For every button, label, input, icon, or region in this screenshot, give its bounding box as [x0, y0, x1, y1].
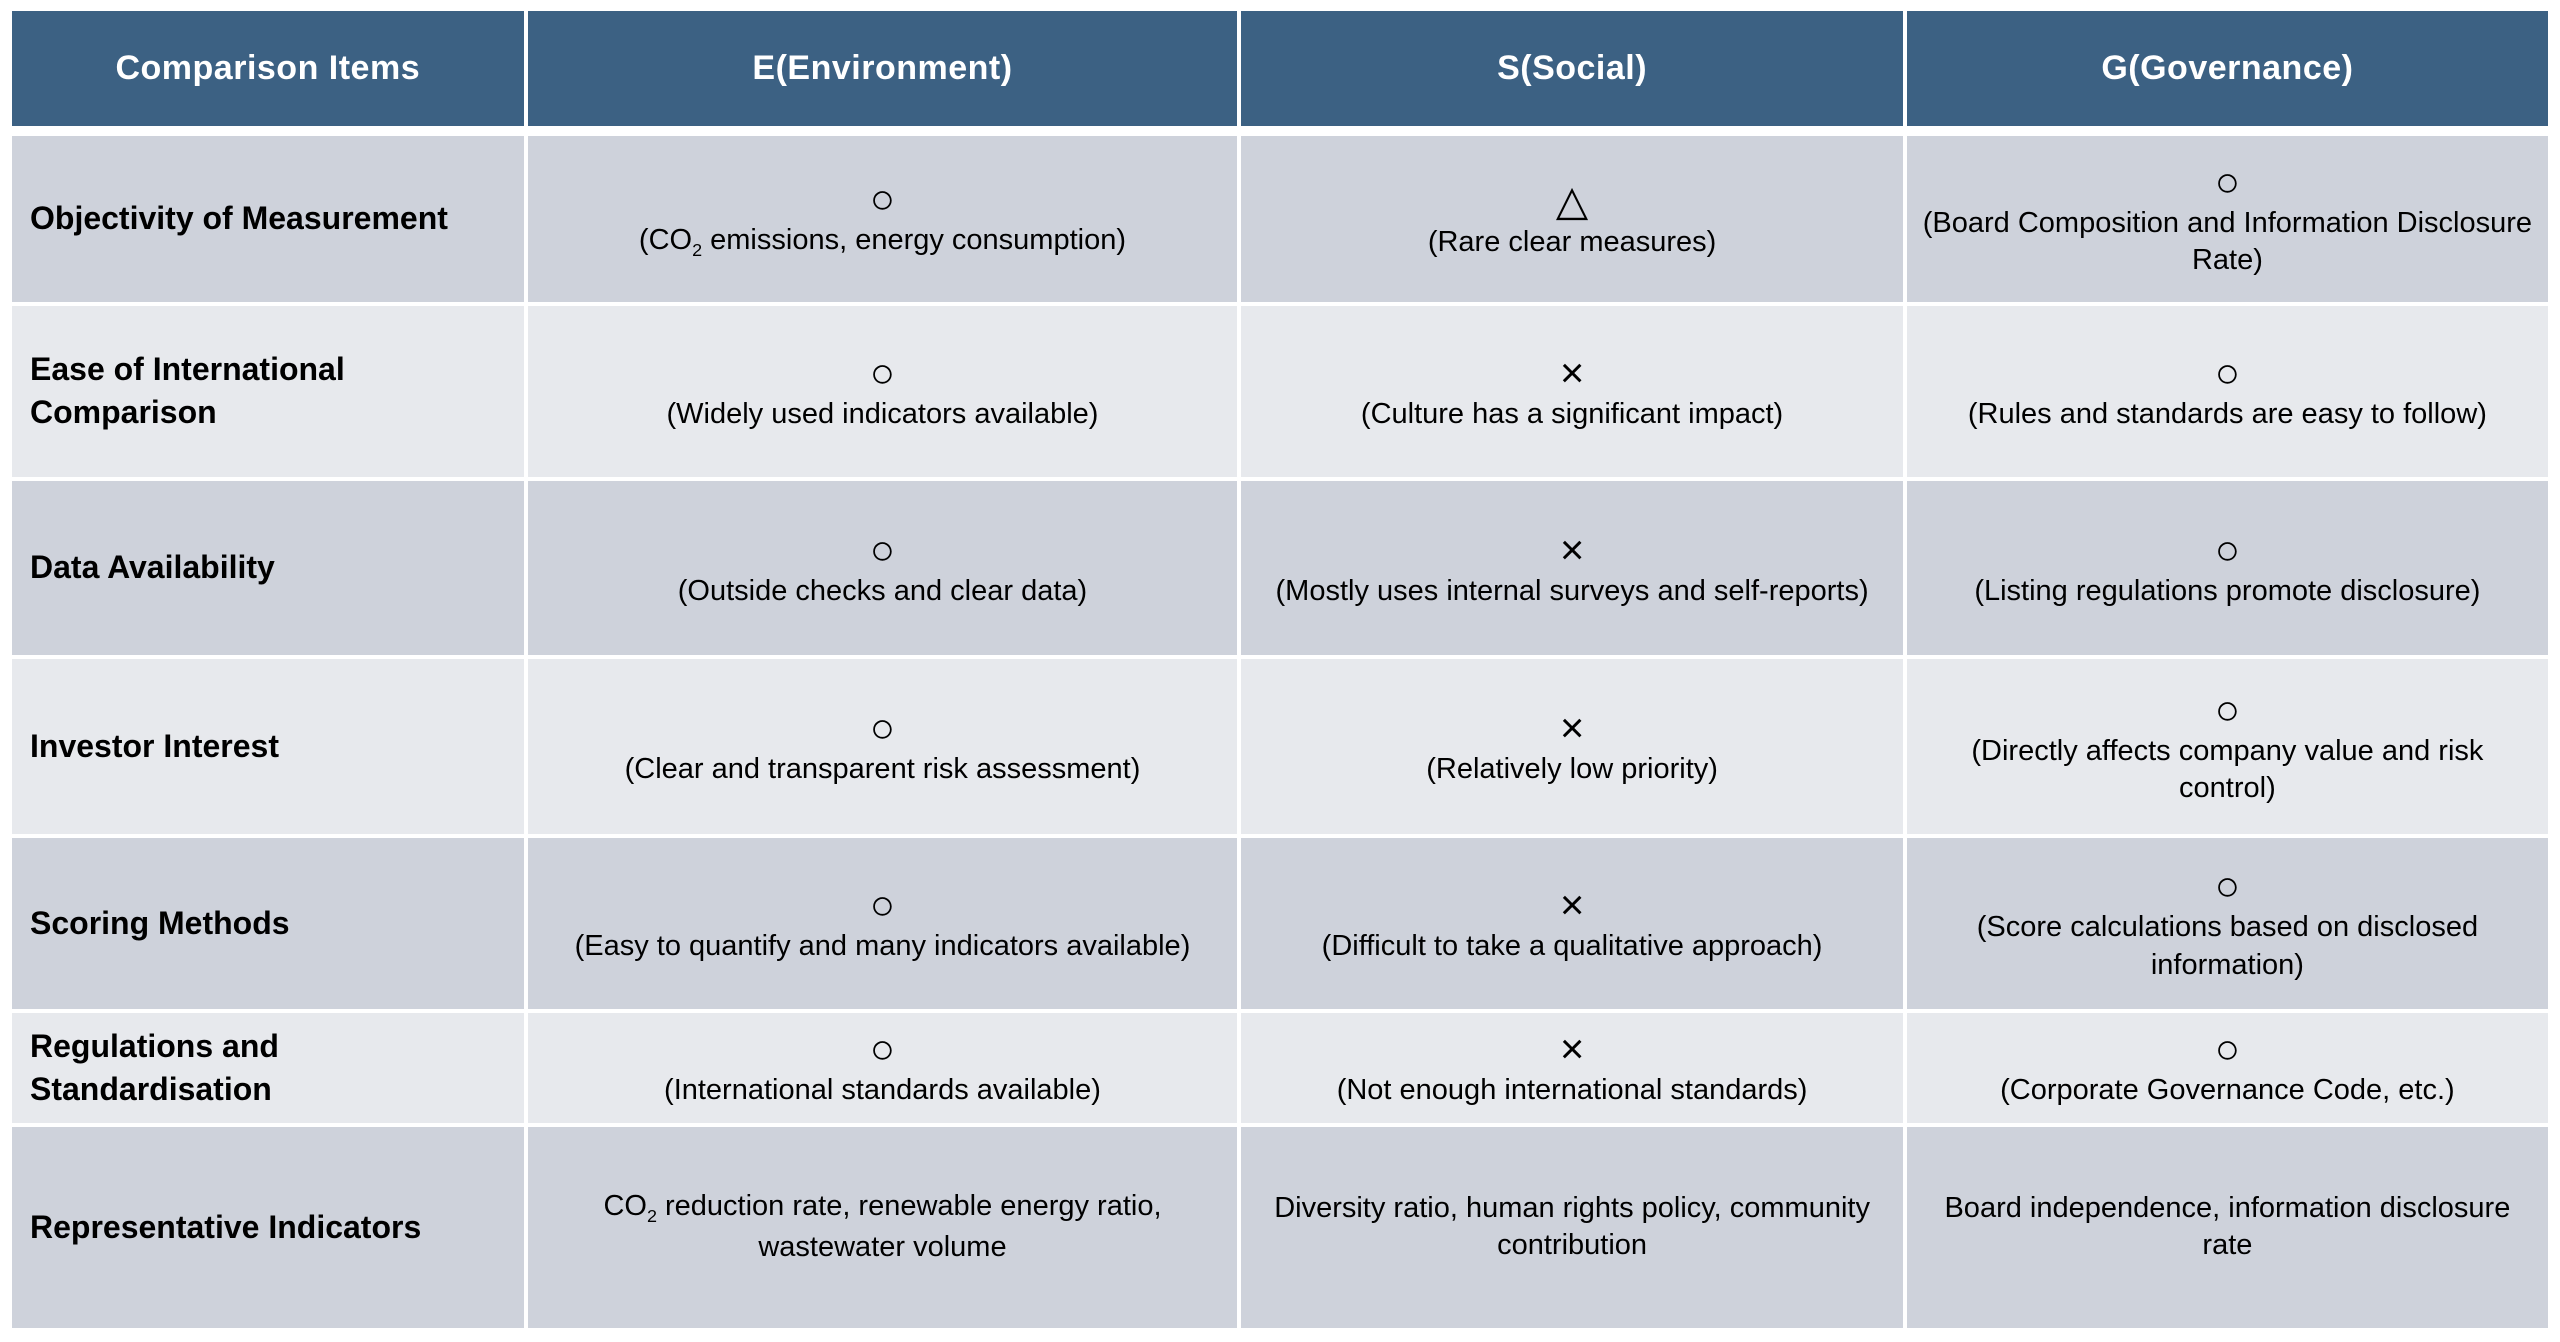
header-governance: G(Governance) — [1902, 7, 2553, 136]
cell-environment: ○ (International standards available) — [523, 1008, 1242, 1127]
cell-text: Board independence, information disclosu… — [1944, 1191, 2511, 1262]
row-label: Regulations and Standardisation — [8, 1008, 528, 1127]
cell-text: (Outside checks and clear data) — [677, 574, 1088, 607]
table-header-row: Comparison Items E(Environment) S(Social… — [8, 7, 2553, 136]
cell-governance: Board independence, information disclosu… — [1902, 1122, 2553, 1333]
cell-social: × (Relatively low priority) — [1237, 655, 1907, 839]
cell-governance: ○ (Rules and standards are easy to follo… — [1902, 301, 2553, 481]
circle-symbol: ○ — [2214, 862, 2241, 910]
circle-symbol: ○ — [2214, 525, 2241, 573]
cell-environment: ○ (Outside checks and clear data) — [523, 476, 1242, 660]
cell-governance: ○ (Score calculations based on disclosed… — [1902, 834, 2553, 1013]
header-social: S(Social) — [1237, 7, 1907, 136]
cell-text: (Directly affects company value and risk… — [1971, 734, 2484, 805]
circle-symbol: ○ — [869, 348, 896, 396]
cell-environment: CO2 reduction rate, renewable energy rat… — [523, 1122, 1242, 1333]
cell-text: (Corporate Governance Code, etc.) — [2000, 1074, 2455, 1107]
cell-governance: ○ (Listing regulations promote disclosur… — [1902, 476, 2553, 660]
cross-symbol: × — [1559, 1025, 1585, 1073]
row-label: Objectivity of Measurement — [8, 129, 528, 306]
circle-symbol: ○ — [869, 525, 896, 573]
cell-text: (International standards available) — [664, 1074, 1101, 1107]
header-environment: E(Environment) — [523, 7, 1242, 136]
table-row: Objectivity of Measurement ○ (CO2 emissi… — [8, 129, 2553, 306]
cell-text: (Not enough international standards) — [1336, 1074, 1808, 1107]
circle-symbol: ○ — [869, 1025, 896, 1073]
cross-symbol: × — [1559, 881, 1585, 929]
cell-environment: ○ (CO2 emissions, energy consumption) — [523, 129, 1242, 306]
cell-text: (CO2 emissions, energy consumption) — [638, 224, 1127, 261]
cell-governance: ○ (Corporate Governance Code, etc.) — [1902, 1008, 2553, 1127]
cell-text: (Widely used indicators available) — [666, 397, 1099, 430]
circle-symbol: ○ — [2214, 157, 2241, 205]
cell-environment: ○ (Clear and transparent risk assessment… — [523, 655, 1242, 839]
cell-text: CO2 reduction rate, renewable energy rat… — [603, 1190, 1162, 1263]
cell-social: △ (Rare clear measures) — [1237, 129, 1907, 306]
cross-symbol: × — [1559, 525, 1585, 573]
cell-environment: ○ (Easy to quantify and many indicators … — [523, 834, 1242, 1013]
row-label: Investor Interest — [8, 655, 528, 839]
cell-text: (Easy to quantify and many indicators av… — [574, 930, 1191, 963]
circle-symbol: ○ — [869, 881, 896, 929]
cell-governance: ○ (Directly affects company value and ri… — [1902, 655, 2553, 839]
circle-symbol: ○ — [2214, 685, 2241, 733]
cross-symbol: × — [1559, 348, 1585, 396]
table-row: Representative Indicators CO2 reduction … — [8, 1122, 2553, 1333]
circle-symbol: ○ — [869, 704, 896, 752]
cell-text: (Score calculations based on disclosed i… — [1976, 911, 2479, 982]
cell-social: × (Culture has a significant impact) — [1237, 301, 1907, 481]
cell-text: (Listing regulations promote disclosure) — [1974, 574, 2481, 607]
cell-text: (Difficult to take a qualitative approac… — [1321, 930, 1823, 963]
cross-symbol: × — [1559, 704, 1585, 752]
cell-text: (Rules and standards are easy to follow) — [1967, 397, 2487, 430]
cell-text: (Relatively low priority) — [1426, 753, 1718, 786]
row-label: Ease of International Comparison — [8, 301, 528, 481]
cell-social: Diversity ratio, human rights policy, co… — [1237, 1122, 1907, 1333]
cell-social: × (Mostly uses internal surveys and self… — [1237, 476, 1907, 660]
circle-symbol: ○ — [2214, 348, 2241, 396]
row-label: Scoring Methods — [8, 834, 528, 1013]
circle-symbol: ○ — [869, 175, 896, 223]
table-row: Data Availability ○ (Outside checks and … — [8, 476, 2553, 660]
table-row: Regulations and Standardisation ○ (Inter… — [8, 1008, 2553, 1127]
circle-symbol: ○ — [2214, 1025, 2241, 1073]
cell-text: (Clear and transparent risk assessment) — [624, 753, 1141, 786]
table-row: Scoring Methods ○ (Easy to quantify and … — [8, 834, 2553, 1013]
table-row: Investor Interest ○ (Clear and transpare… — [8, 655, 2553, 839]
cell-environment: ○ (Widely used indicators available) — [523, 301, 1242, 481]
header-comparison-items: Comparison Items — [8, 7, 528, 136]
cell-text: (Board Composition and Information Discl… — [1922, 206, 2533, 277]
cell-text: (Culture has a significant impact) — [1360, 397, 1784, 430]
row-label: Data Availability — [8, 476, 528, 660]
cell-governance: ○ (Board Composition and Information Dis… — [1902, 129, 2553, 306]
cell-text: (Mostly uses internal surveys and self-r… — [1275, 574, 1869, 607]
cell-text: (Rare clear measures) — [1427, 225, 1717, 258]
triangle-symbol: △ — [1555, 176, 1589, 224]
esg-comparison-table: Comparison Items E(Environment) S(Social… — [8, 7, 2553, 1333]
cell-text: Diversity ratio, human rights policy, co… — [1274, 1191, 1870, 1262]
row-label: Representative Indicators — [8, 1122, 528, 1333]
cell-social: × (Difficult to take a qualitative appro… — [1237, 834, 1907, 1013]
cell-social: × (Not enough international standards) — [1237, 1008, 1907, 1127]
table-row: Ease of International Comparison ○ (Wide… — [8, 301, 2553, 481]
